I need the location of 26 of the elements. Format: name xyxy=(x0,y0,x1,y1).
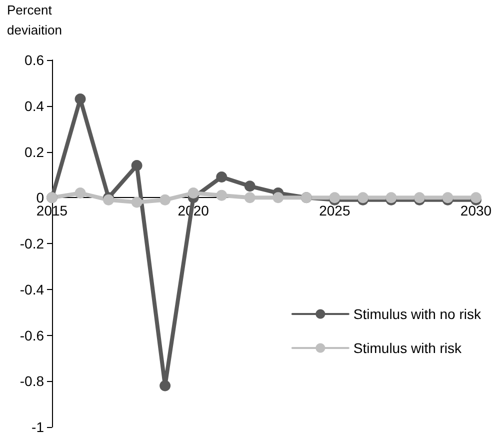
point xyxy=(131,196,142,208)
point xyxy=(216,190,228,201)
point xyxy=(160,380,171,392)
legend-label: Stimulus with risk xyxy=(353,340,463,356)
y-tick-label: 0 xyxy=(36,190,44,206)
x-tick-label: 2030 xyxy=(460,202,492,219)
legend-label: Stimulus with no risk xyxy=(353,306,482,322)
y-axis-title: Percent deviaition xyxy=(7,2,62,38)
point xyxy=(131,160,142,172)
point xyxy=(74,93,86,104)
y-tick-label: -1 xyxy=(32,419,44,435)
point xyxy=(160,194,171,206)
point xyxy=(244,180,256,192)
point xyxy=(188,188,199,199)
point xyxy=(216,171,228,182)
y-tick-label: 0.6 xyxy=(24,52,44,68)
y-tick-label: 0.4 xyxy=(24,98,44,114)
y-tick-label: -0.8 xyxy=(20,373,44,390)
point xyxy=(272,192,284,204)
y-tick-label: 0.2 xyxy=(24,144,44,160)
x-tick-label: 2025 xyxy=(319,202,350,219)
point xyxy=(74,188,86,199)
y-tick-label: -0.2 xyxy=(20,236,44,252)
y-tick-label: -0.4 xyxy=(20,281,44,298)
y-tick-label: -0.6 xyxy=(20,327,44,344)
point xyxy=(244,192,256,204)
